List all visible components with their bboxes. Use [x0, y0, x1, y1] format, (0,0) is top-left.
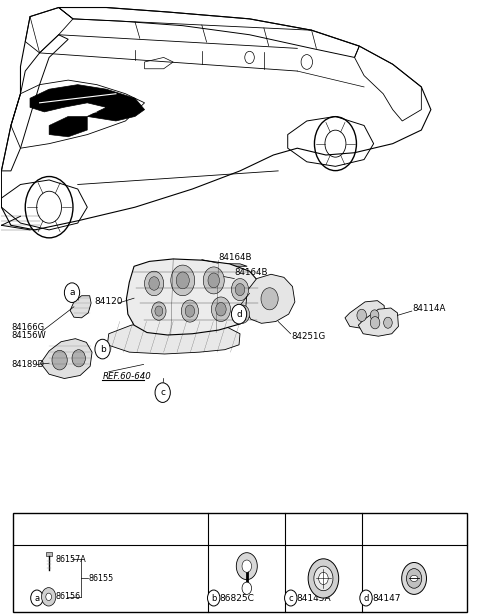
Circle shape [31, 590, 43, 606]
Circle shape [181, 300, 199, 322]
Text: 84156W: 84156W [11, 331, 46, 340]
Circle shape [360, 590, 372, 606]
Circle shape [319, 572, 328, 585]
Text: 84147: 84147 [373, 593, 401, 602]
Text: 84114A: 84114A [413, 304, 446, 312]
Circle shape [46, 593, 51, 601]
Circle shape [231, 304, 247, 324]
Polygon shape [108, 320, 240, 354]
Text: a: a [35, 593, 39, 602]
Polygon shape [126, 259, 260, 335]
Circle shape [242, 560, 252, 572]
Text: 84166G: 84166G [11, 323, 44, 332]
Text: 84164B: 84164B [218, 253, 252, 262]
Circle shape [95, 339, 110, 359]
Polygon shape [49, 116, 87, 137]
Circle shape [52, 351, 67, 370]
Circle shape [203, 267, 224, 294]
Text: 86155: 86155 [89, 573, 114, 583]
Polygon shape [30, 84, 144, 121]
Circle shape [407, 569, 422, 588]
Polygon shape [159, 263, 247, 266]
Circle shape [308, 559, 339, 598]
Circle shape [176, 272, 189, 289]
Polygon shape [70, 296, 91, 318]
Polygon shape [345, 301, 385, 329]
Text: 86157A: 86157A [55, 555, 86, 564]
Circle shape [235, 283, 245, 296]
Circle shape [149, 277, 159, 290]
Text: d: d [363, 593, 369, 602]
Circle shape [72, 350, 85, 367]
Circle shape [357, 309, 366, 322]
Circle shape [235, 305, 250, 323]
Circle shape [155, 383, 170, 402]
Text: b: b [100, 344, 106, 354]
Circle shape [231, 278, 249, 301]
Circle shape [370, 310, 379, 321]
Circle shape [152, 302, 166, 320]
Text: 84164B: 84164B [234, 268, 268, 277]
Polygon shape [246, 274, 295, 323]
Text: c: c [160, 388, 165, 397]
Circle shape [285, 590, 297, 606]
Circle shape [261, 288, 278, 310]
Text: c: c [288, 593, 293, 602]
Circle shape [155, 306, 163, 316]
Circle shape [144, 271, 164, 296]
Text: a: a [69, 288, 75, 297]
Text: 84120: 84120 [95, 298, 123, 306]
Circle shape [211, 297, 230, 322]
Text: 84251G: 84251G [291, 332, 326, 341]
Text: 86156: 86156 [55, 593, 81, 601]
Circle shape [216, 302, 226, 316]
Polygon shape [40, 339, 92, 378]
Polygon shape [166, 278, 254, 282]
Polygon shape [359, 308, 398, 336]
Polygon shape [46, 552, 51, 556]
Circle shape [185, 305, 194, 317]
Ellipse shape [410, 575, 418, 582]
Circle shape [384, 317, 392, 328]
Circle shape [242, 582, 252, 594]
Circle shape [236, 553, 257, 580]
Text: 84145A: 84145A [297, 593, 331, 602]
Circle shape [314, 566, 333, 591]
Circle shape [171, 265, 195, 296]
Circle shape [370, 317, 380, 329]
Circle shape [207, 590, 220, 606]
Text: 86825C: 86825C [219, 593, 254, 602]
Circle shape [208, 273, 219, 288]
Text: d: d [236, 310, 242, 318]
Text: REF.60-640: REF.60-640 [103, 372, 151, 381]
Circle shape [402, 562, 427, 594]
Circle shape [42, 588, 56, 606]
Text: 84189D: 84189D [11, 360, 44, 369]
Circle shape [239, 309, 246, 319]
Circle shape [64, 283, 80, 302]
Text: b: b [211, 593, 216, 602]
